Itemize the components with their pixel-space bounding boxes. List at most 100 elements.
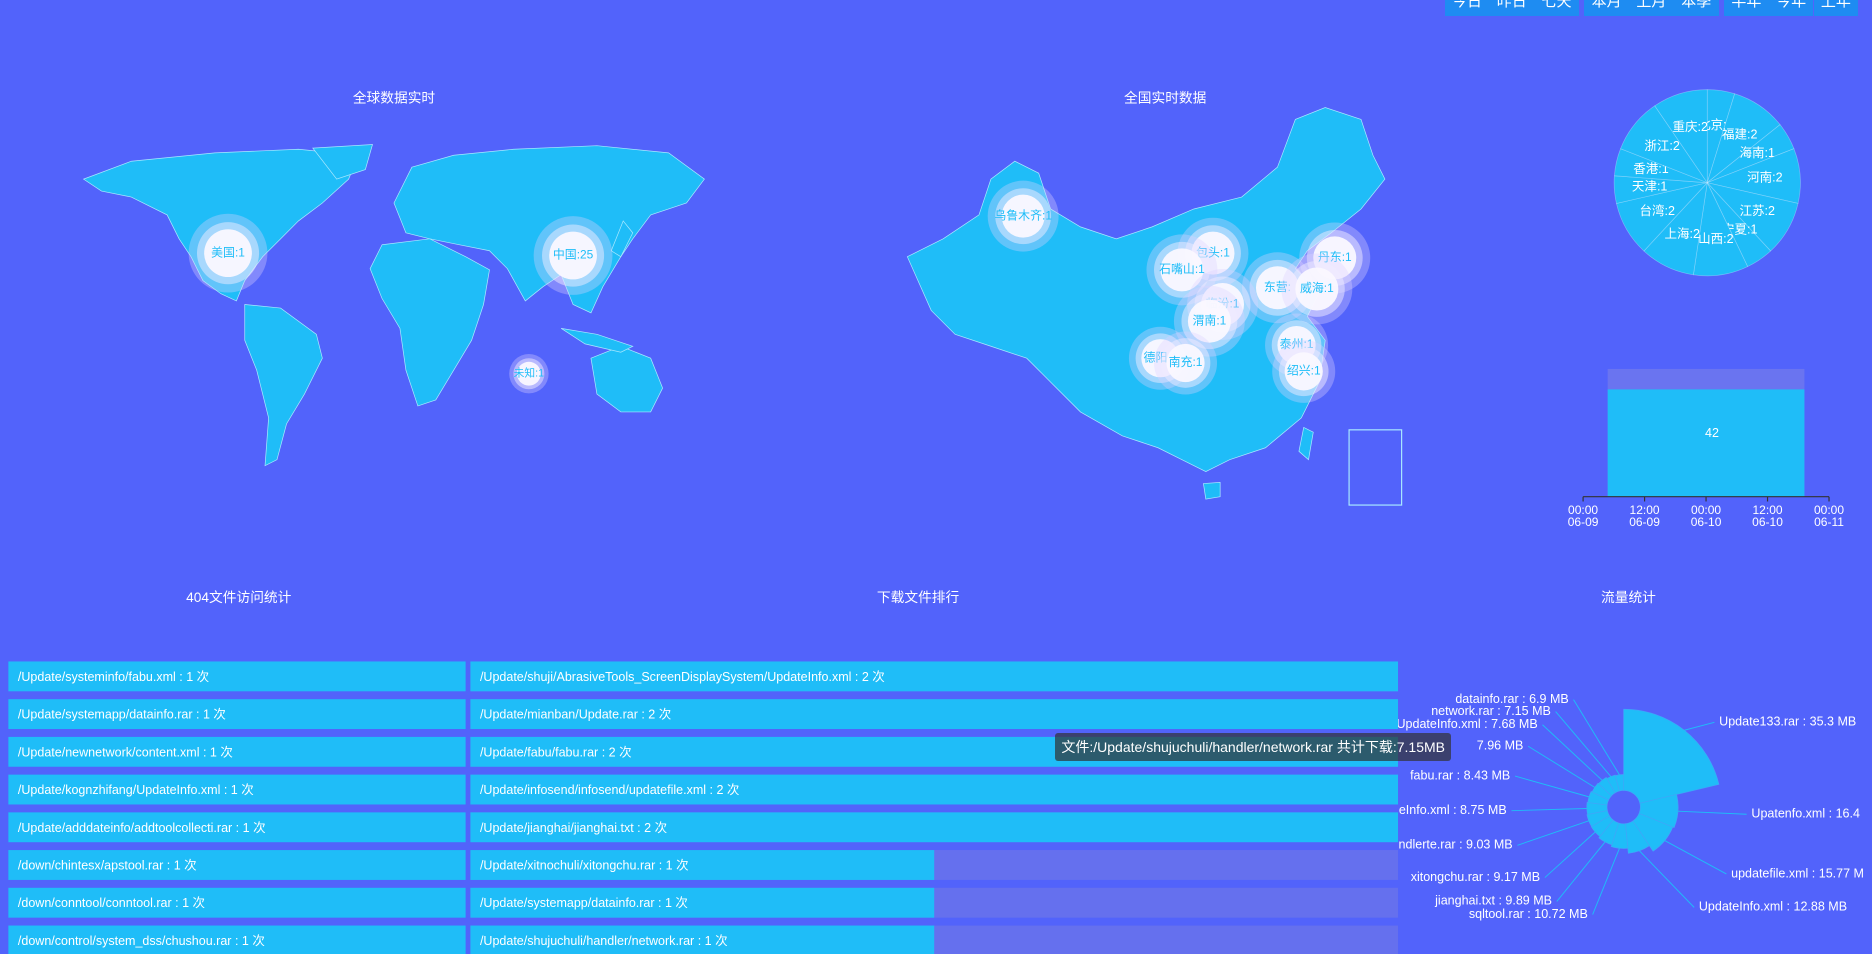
bar-label: /Update/infosend/infosend/updatefile.xml… (480, 783, 740, 797)
world-map (82, 144, 705, 467)
bar-value-label: 42 (1705, 426, 1719, 440)
hainan (1203, 481, 1221, 500)
slice-label: network.rar : 7.15 MB (1431, 704, 1551, 718)
marker-label: 南充:1 (1169, 355, 1203, 369)
x-tick-label: 00:00 06-09 (1567, 502, 1599, 529)
slice-label: ndlerte.rar : 9.03 MB (1399, 838, 1513, 852)
bar-label: /Update/mianban/Update.rar : 2 次 (480, 708, 672, 722)
rose-slice (1598, 819, 1620, 846)
marker-label: 绍兴:1 (1287, 363, 1321, 377)
leader-line (1592, 848, 1620, 915)
slice-label: 山西:2 (1698, 232, 1734, 246)
pie-slice (1614, 148, 1708, 184)
list-row (8, 774, 466, 805)
rose-slice (1587, 791, 1610, 806)
leader-line (1517, 820, 1589, 846)
toolbar-button[interactable]: 今日 (1444, 0, 1490, 16)
toolbar-button[interactable]: 本季 (1673, 0, 1719, 16)
chart-title: 下载文件排行 (877, 590, 960, 605)
pie-slice (1706, 89, 1736, 183)
marker (1166, 343, 1205, 383)
marker-label: 乌鲁木齐:1 (994, 208, 1052, 222)
marker (1284, 352, 1323, 391)
chart-layer: 北京:1福建:2海南:1河南:2江苏:2宁夏:1山西:2上海:2台湾:2天津:1… (1613, 89, 1801, 277)
pie-slice (1707, 124, 1795, 184)
rose-slice (1591, 782, 1612, 801)
bar-label: /Update/xitnochuli/xitongchu.rar : 1 次 (480, 859, 689, 873)
slice-label: fabu.rar : 8.43 MB (1410, 768, 1510, 782)
rose-slice (1597, 776, 1616, 797)
x-tick-label: 12:00 06-10 (1752, 502, 1783, 529)
rose-slice (1632, 812, 1674, 852)
pie-slice (1620, 105, 1709, 184)
marker (549, 231, 597, 280)
pie-slice (1613, 175, 1708, 204)
pie-slice (1706, 148, 1801, 204)
bar (470, 699, 1399, 730)
list-row (8, 925, 466, 954)
list-item: /Update/newnetwork/content.xml : 1 次 (18, 745, 233, 759)
toolbar-button[interactable]: 上月 (1629, 0, 1674, 16)
marker (1001, 194, 1045, 238)
leader-line (1664, 840, 1727, 875)
bar-label: /Update/systemapp/datainfo.rar : 1 次 (480, 896, 688, 910)
slice-label: 天津:1 (1632, 179, 1668, 193)
pie-slice (1706, 182, 1799, 252)
toolbar-button[interactable]: 本月 (1584, 0, 1630, 16)
bar (470, 887, 935, 918)
marker-label: 威海:1 (1300, 281, 1334, 295)
slice-label: datainfo.rar : 6.9 MB (1455, 692, 1568, 706)
chart-layer: 404文件访问统计/Update/systeminfo/fabu.xml : 1… (8, 590, 466, 954)
marker (1255, 266, 1299, 310)
slice-label: sqltool.rar : 10.72 MB (1469, 907, 1588, 921)
list-item: /Update/kognzhifang/UpdateInfo.xml : 1 次 (18, 783, 254, 797)
slice-label: Update133.rar : 35.3 MB (1719, 715, 1856, 729)
leader-line (1542, 724, 1603, 781)
bar-label: /Update/jianghai/jianghai.txt : 2 次 (480, 821, 668, 835)
japan (610, 220, 634, 258)
marker-label: 美国:1 (211, 245, 245, 259)
toolbar-button[interactable]: 上年 (1813, 0, 1859, 16)
chart-layer: 42 (1582, 368, 1830, 502)
toolbar-button[interactable]: 今年 (1768, 0, 1814, 16)
list-row (8, 736, 466, 767)
marker-label: 丹东:1 (1318, 250, 1352, 264)
pie-slice (1643, 181, 1708, 276)
slice-label: eInfo.xml : 8.75 MB (1399, 803, 1507, 817)
south-america (244, 304, 323, 467)
x-tick-label: 00:00 06-11 (1814, 502, 1845, 529)
pie-slice (1616, 182, 1709, 252)
toolbar-button[interactable]: 昨日 (1489, 0, 1535, 16)
list-row (8, 699, 466, 730)
slice-label: 上海:2 (1664, 227, 1700, 241)
leader-line (1638, 850, 1695, 908)
bar (470, 774, 1399, 805)
list-item: /down/control/system_dss/chushou.rar : 1… (18, 934, 265, 948)
list-row (8, 887, 466, 918)
leader-line (1514, 775, 1590, 798)
australia (590, 345, 663, 413)
toolbar-button[interactable]: 半年 (1723, 0, 1769, 16)
slice-label: jianghai.txt : 9.89 MB (1434, 894, 1552, 908)
slice-label: updatefile.xml : 15.77 M (1731, 866, 1864, 880)
slice-label: 台湾:2 (1640, 203, 1676, 218)
taiwan (1298, 426, 1314, 461)
pie-slice (1692, 181, 1749, 277)
toolbar-button[interactable]: 七天 (1534, 0, 1579, 16)
slice-label: 江苏:2 (1740, 203, 1776, 218)
bar (470, 661, 1399, 692)
marker-label: 渭南:1 (1192, 313, 1226, 327)
chart-layer: 下载文件排行/Update/shuji/AbrasiveTools_Screen… (470, 590, 1399, 954)
marker-label: 未知:1 (514, 367, 544, 380)
chart-title: 404文件访问统计 (186, 590, 291, 605)
slice-label: 浙江:2 (1644, 139, 1680, 153)
rose-slice (1624, 820, 1650, 854)
marker-label: 东营: (1264, 280, 1291, 294)
slice-label: 海南:1 (1740, 145, 1776, 160)
chart-title: 全球数据实时 (353, 90, 436, 106)
marker (1160, 248, 1204, 292)
bar-label: /Update/shujuchuli/handler/network.rar :… (480, 934, 728, 948)
marker (1295, 267, 1339, 311)
